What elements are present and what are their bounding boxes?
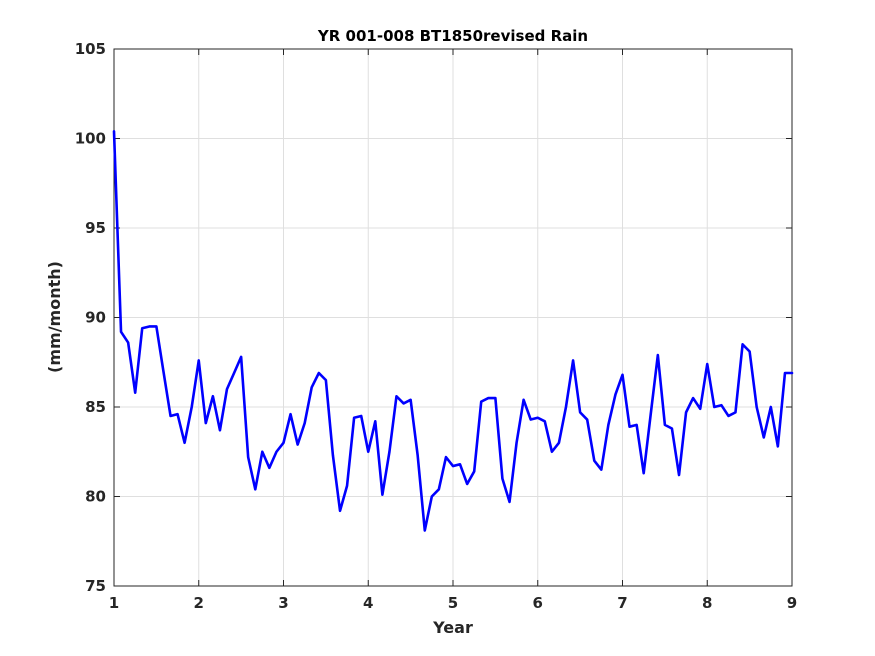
x-tick-labels: 1 2 3 4 5 6 7 8 9 xyxy=(109,594,797,612)
y-tick-labels: 75 80 85 90 95 100 105 xyxy=(75,40,106,595)
x-tick-label: 8 xyxy=(702,594,712,612)
series-group xyxy=(112,130,794,532)
y-tick-label: 105 xyxy=(75,40,106,58)
gridlines xyxy=(114,49,792,586)
x-tick-label: 6 xyxy=(533,594,543,612)
x-tick-label: 9 xyxy=(787,594,797,612)
y-tick-label: 100 xyxy=(75,130,106,148)
chart-title: YR 001-008 BT1850revised Rain xyxy=(317,27,588,45)
x-tick-label: 3 xyxy=(278,594,288,612)
series-line xyxy=(112,130,794,532)
y-tick-label: 75 xyxy=(85,577,106,595)
x-axis-label: Year xyxy=(432,618,473,637)
x-tick-label: 1 xyxy=(109,594,119,612)
x-tick-label: 7 xyxy=(617,594,627,612)
x-tick-label: 4 xyxy=(363,594,373,612)
y-tick-label: 80 xyxy=(85,488,106,506)
plot-frame xyxy=(113,48,793,587)
y-tick-label: 95 xyxy=(85,219,106,237)
x-tick-label: 2 xyxy=(194,594,204,612)
y-tick-label: 85 xyxy=(85,398,106,416)
x-tick-label: 5 xyxy=(448,594,458,612)
y-tick-label: 90 xyxy=(85,309,106,327)
y-axis-label: (mm/month) xyxy=(45,261,64,373)
